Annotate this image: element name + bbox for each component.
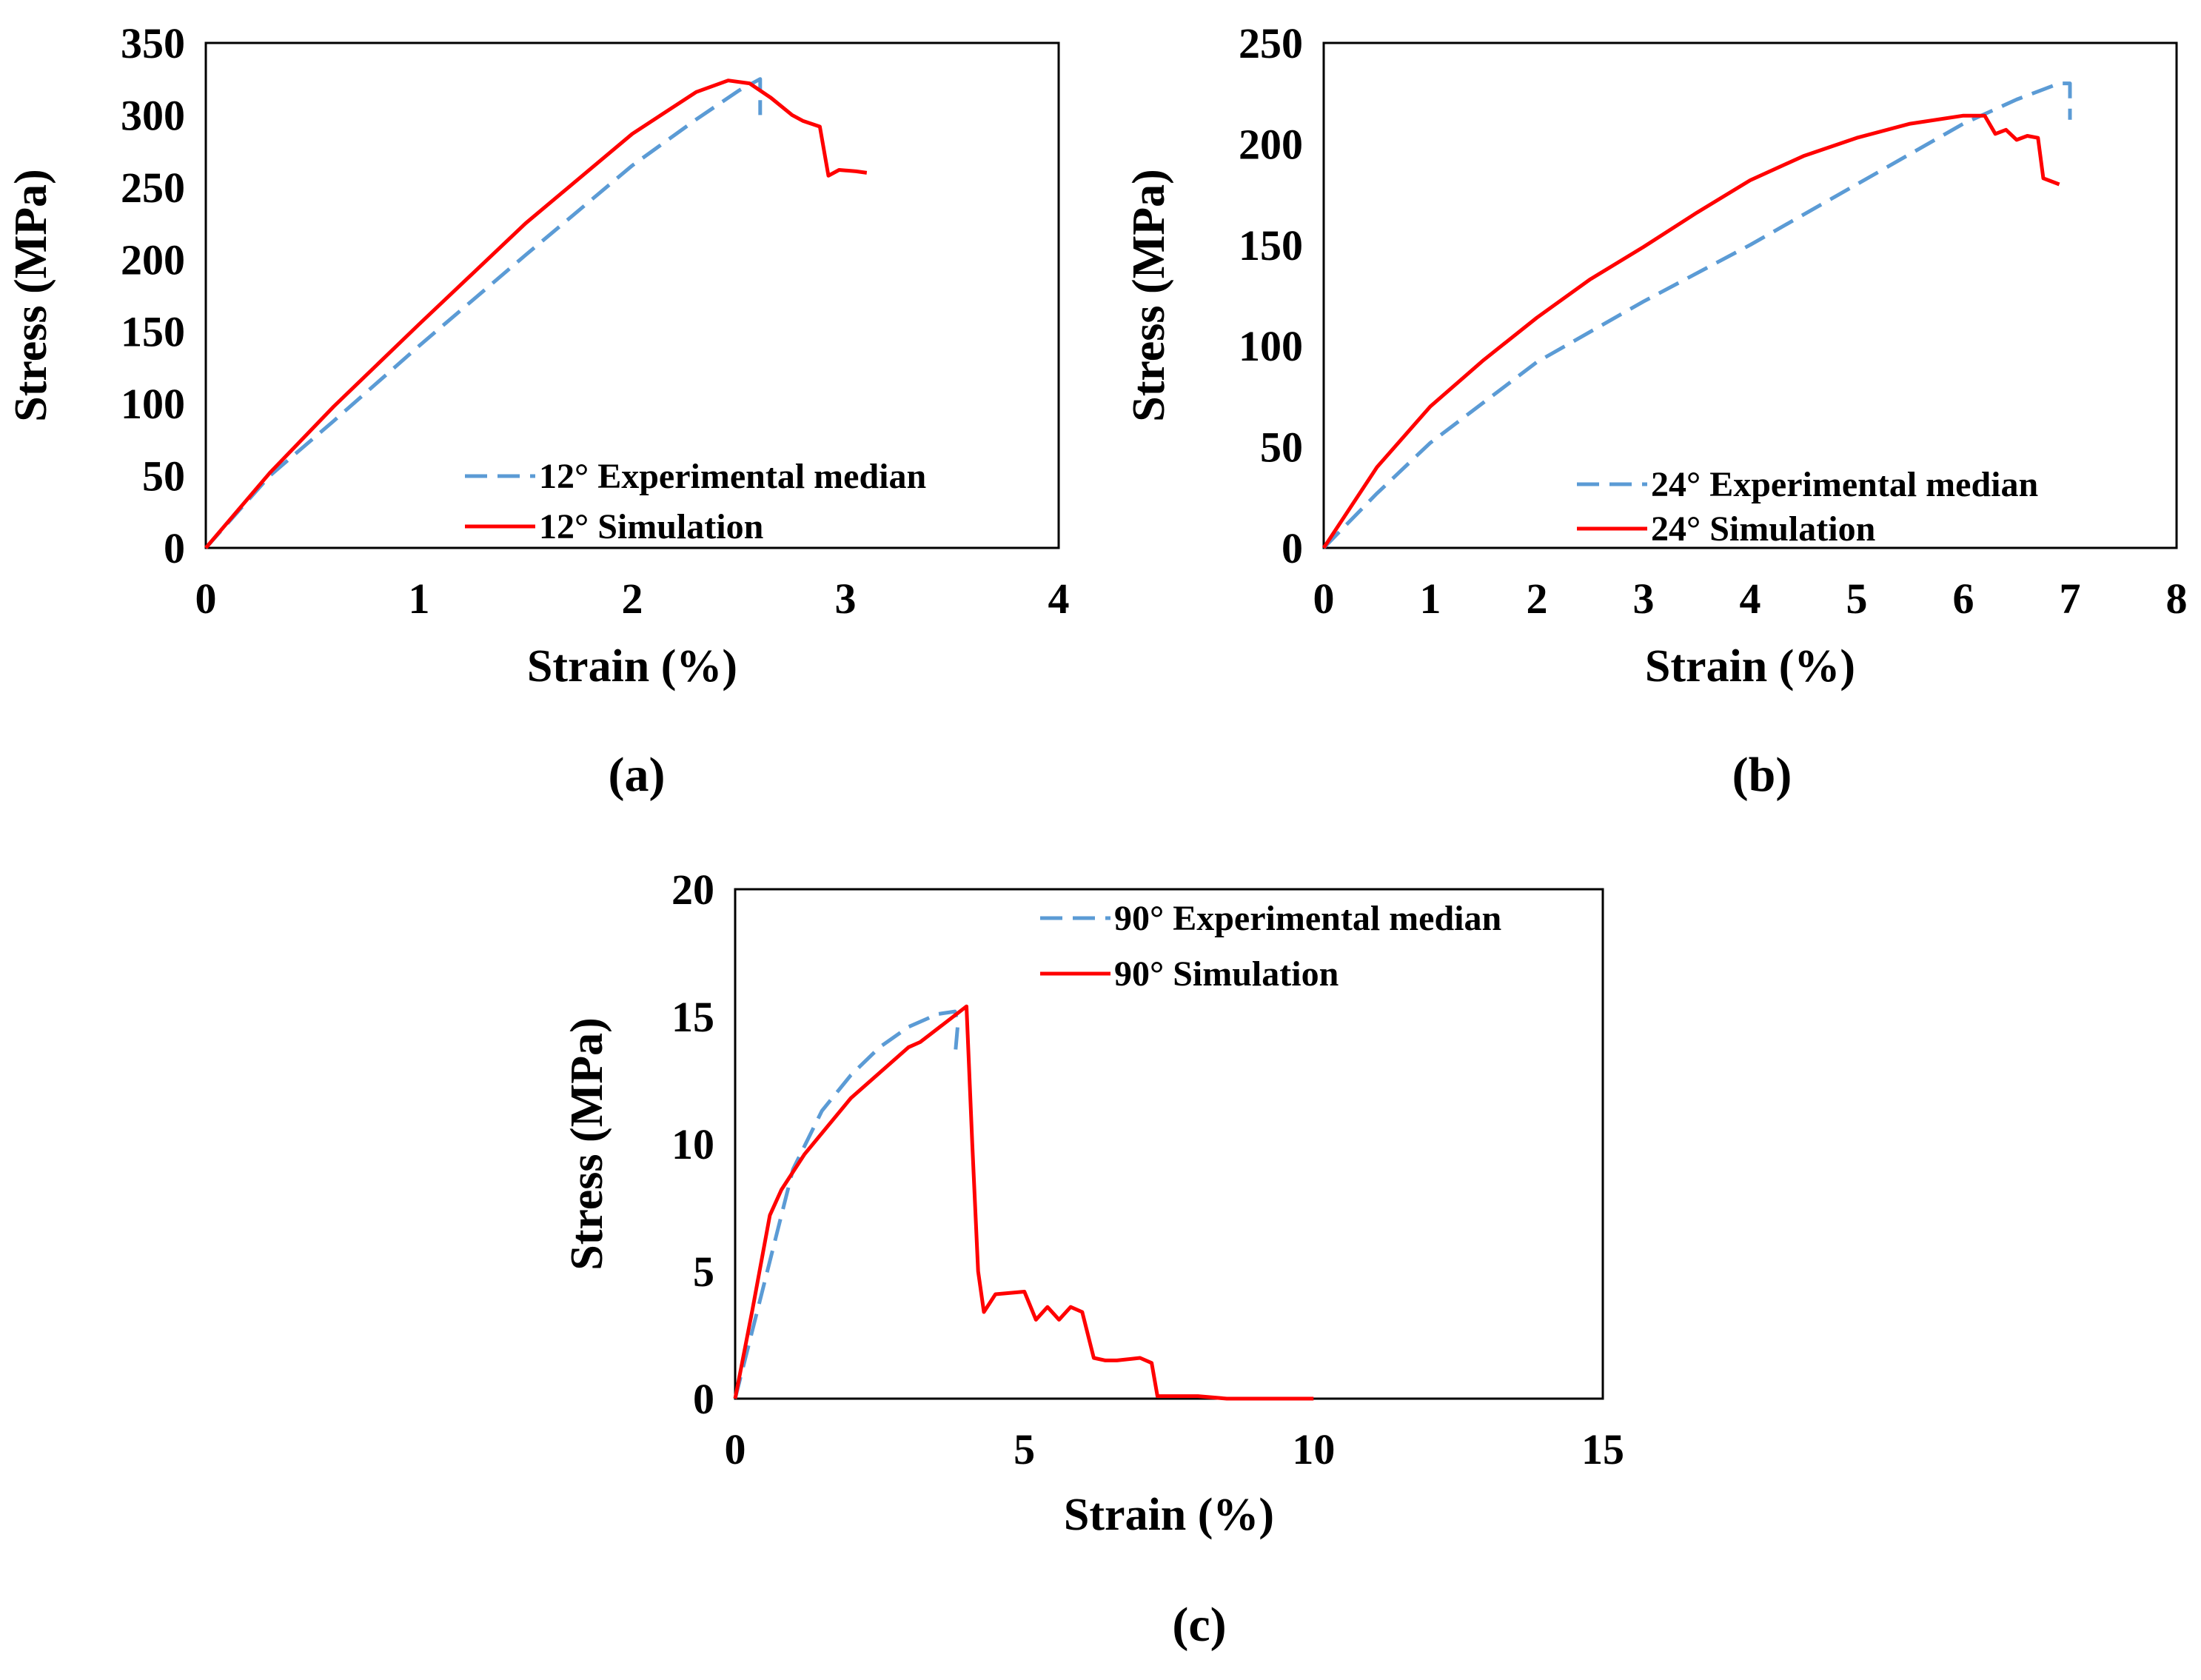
x-axis-title: Strain (%) <box>1645 641 1855 692</box>
y-tick-label: 200 <box>1239 120 1303 168</box>
x-axis-title: Strain (%) <box>1064 1490 1274 1540</box>
series-line-simulation <box>1321 113 2060 549</box>
x-tick-label: 2 <box>1527 575 1548 623</box>
chart-panel-1: 0 50 100 150 200 250 300 350 0 1 2 3 4 Strain (%) Stre… <box>6 19 1070 802</box>
legend-entry: 24° Experimental median <box>1651 465 2038 504</box>
plot-area-frame <box>204 41 1060 549</box>
x-tick-label: 0 <box>1313 575 1335 623</box>
x-tick-label: 0 <box>725 1425 746 1473</box>
x-tick-label: 15 <box>1581 1425 1624 1473</box>
y-tick-label: 15 <box>671 993 714 1041</box>
series-line-simulation <box>204 78 868 549</box>
y-tick-label: 0 <box>1282 524 1303 572</box>
y-axis-title: Stress (MPa) <box>6 169 56 421</box>
x-tick-label: 5 <box>1014 1425 1035 1473</box>
y-tick-label: 150 <box>121 308 185 356</box>
plot-area-frame <box>734 888 1604 1400</box>
x-axis-title: Strain (%) <box>527 641 737 692</box>
x-tick-label: 8 <box>2166 575 2188 623</box>
legend-entry: 12° Experimental median <box>539 457 926 496</box>
y-tick-label: 50 <box>1260 424 1303 472</box>
y-tick-label: 0 <box>164 524 185 572</box>
x-tick-label: 0 <box>195 575 217 623</box>
y-tick-label: 0 <box>693 1375 714 1423</box>
panel-caption: (c) <box>1172 1598 1226 1652</box>
y-tick-label: 100 <box>1239 322 1303 370</box>
legend-entry: 90° Experimental median <box>1114 899 1501 938</box>
y-tick-label: 300 <box>121 91 185 139</box>
plot-area-frame <box>1322 41 2178 549</box>
y-axis-title: Stress (MPa) <box>1124 169 1174 421</box>
series-line-simulation <box>733 1004 1314 1401</box>
series-line-experimental <box>1322 81 2072 549</box>
x-tick-label: 7 <box>2060 575 2081 623</box>
chart-panel-2: 0 50 100 150 200 250 0 1 2 3 4 5 6 7 8 Strain (%) Stress… <box>1124 19 2188 802</box>
legend-entry: 24° Simulation <box>1651 509 1875 549</box>
x-tick-label: 6 <box>1953 575 1974 623</box>
x-tick-label: 4 <box>1740 575 1761 623</box>
y-tick-label: 250 <box>1239 19 1303 67</box>
y-tick-label: 5 <box>693 1248 714 1296</box>
x-tick-label: 3 <box>1633 575 1655 623</box>
y-tick-label: 250 <box>121 164 185 212</box>
x-tick-label: 1 <box>409 575 430 623</box>
panel-caption: (a) <box>609 748 666 802</box>
x-tick-label: 3 <box>835 575 857 623</box>
series-line-experimental <box>204 77 763 549</box>
y-tick-label: 100 <box>121 380 185 428</box>
x-tick-label: 10 <box>1292 1425 1335 1473</box>
x-tick-label: 4 <box>1048 575 1070 623</box>
y-tick-label: 50 <box>142 452 185 501</box>
panel-caption: (b) <box>1732 748 1792 802</box>
x-tick-label: 2 <box>622 575 643 623</box>
series-line-experimental <box>733 1009 960 1399</box>
legend-entry: 90° Simulation <box>1114 954 1339 994</box>
legend-entry: 12° Simulation <box>539 507 763 546</box>
y-tick-label: 200 <box>121 235 185 284</box>
y-tick-label: 20 <box>671 866 714 914</box>
y-tick-label: 350 <box>121 19 185 67</box>
y-tick-label: 10 <box>671 1120 714 1168</box>
x-tick-label: 5 <box>1846 575 1868 623</box>
chart-panel-3: 0 5 10 15 20 0 5 10 15 Strain (%) Stress (MPa) 90° … <box>562 866 1624 1652</box>
x-tick-label: 1 <box>1420 575 1441 623</box>
y-axis-title: Stress (MPa) <box>562 1017 612 1270</box>
y-tick-label: 150 <box>1239 221 1303 270</box>
